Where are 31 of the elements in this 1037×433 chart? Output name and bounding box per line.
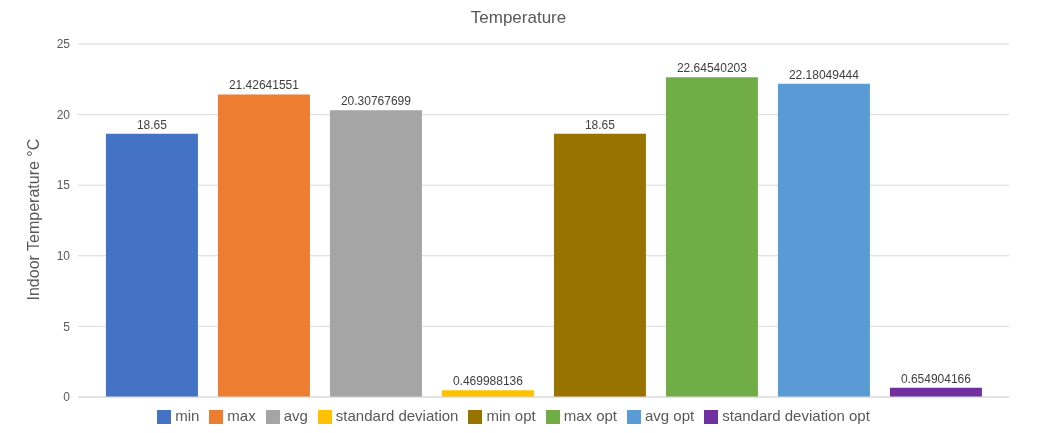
y-tick-label: 10 [56,249,71,264]
legend-label: standard deviation opt [722,406,870,424]
legend-label: max [227,406,256,424]
bar [329,110,422,397]
bar [665,77,758,397]
data-label: 0.469988136 [452,374,524,389]
data-label: 18.65 [584,117,616,132]
y-tick-label: 5 [63,319,71,334]
bar [105,133,198,397]
legend-label: min opt [486,406,536,424]
bar [777,83,870,397]
legend-label: max opt [563,406,618,424]
data-label: 21.42641551 [228,78,300,93]
chart-title: Temperature [469,8,568,29]
data-label: 20.30767699 [340,94,412,109]
legend-label: standard deviation [335,406,459,424]
legend-label: min [175,406,200,424]
data-label: 0.654904166 [900,371,972,386]
y-axis-title: Indoor Temperature °C [24,138,42,301]
data-label: 18.65 [136,117,168,132]
y-tick-label: 0 [63,390,71,405]
legend-label: avg [283,406,308,424]
data-label: 22.18049444 [788,67,860,82]
bar [441,390,534,397]
data-label: 22.64540203 [676,61,748,76]
bar [217,94,310,397]
y-tick-label: 25 [56,37,71,52]
y-tick-label: 15 [56,178,71,193]
y-tick-label: 20 [56,107,71,122]
legend-label: avg opt [645,406,695,424]
bar [553,133,646,397]
